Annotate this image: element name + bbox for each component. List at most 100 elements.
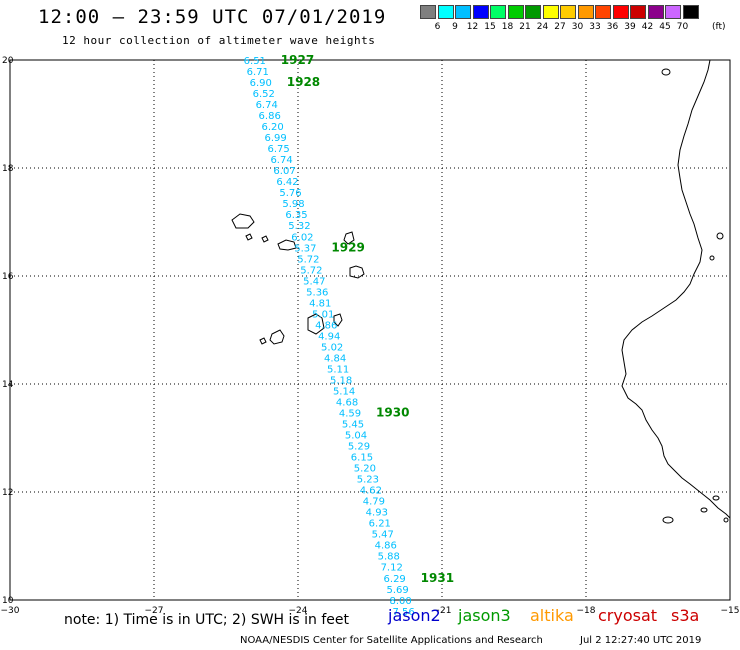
legend-level-label: 30	[571, 22, 584, 32]
legend-level-label: 27	[554, 22, 566, 32]
swh-value: 6.29	[384, 574, 406, 585]
swh-value: 4.59	[339, 409, 361, 420]
legend-level-label: 42	[641, 22, 654, 32]
swh-value: 5.76	[279, 188, 301, 199]
swh-value: 8.00	[389, 596, 411, 607]
legend-level-label: 39	[624, 22, 636, 32]
legend-swatch	[542, 5, 559, 19]
legend-swatch	[455, 5, 471, 19]
pass-time-label: 1931	[421, 571, 454, 585]
swh-value: 6.90	[250, 78, 272, 89]
map-frame	[9, 59, 731, 601]
swh-value: 6.71	[247, 67, 269, 78]
legend-swatch	[490, 5, 506, 19]
swh-value: 4.86	[375, 541, 397, 552]
satellite-s3a: s3a	[671, 606, 700, 625]
cape-verde-island	[307, 313, 325, 335]
coastal-island	[723, 517, 729, 523]
longitude-tick-label: −18	[577, 606, 596, 616]
legend-level-label: 70	[676, 22, 689, 32]
swh-value: 5.20	[354, 464, 376, 475]
swh-value: 5.37	[294, 243, 316, 254]
swh-value: 6.21	[369, 519, 391, 530]
legend-swatch	[560, 5, 576, 19]
map-title: 12:00 – 23:59 UTC 07/01/2019	[38, 6, 387, 28]
legend-level-label: 45	[659, 22, 671, 32]
swh-value: 5.47	[303, 276, 325, 287]
swh-value: 6.51	[244, 56, 266, 67]
swh-value: 5.04	[345, 431, 367, 442]
pass-time-label: 1927	[281, 53, 314, 67]
legend-swatch	[507, 5, 524, 19]
coastal-island	[716, 232, 724, 240]
swh-value: 5.88	[378, 552, 400, 563]
legend-swatch	[647, 5, 664, 19]
swh-value: 6.35	[285, 210, 307, 221]
legend-level-label: 18	[501, 22, 514, 32]
swh-value: 5.47	[372, 530, 394, 541]
satellite-jason3: jason3	[458, 606, 511, 625]
swh-value: 7.56	[392, 607, 414, 618]
swh-value: 5.72	[300, 265, 322, 276]
swh-value: 5.98	[282, 199, 304, 210]
swh-value: 5.11	[327, 364, 349, 375]
latitude-tick-label: 12	[2, 488, 13, 498]
swh-value: 4.84	[324, 353, 346, 364]
latitude-tick-label: 10	[2, 596, 14, 606]
legend-swatch	[595, 5, 611, 19]
cape-verde-island	[269, 329, 285, 345]
latitude-tick-label: 18	[2, 164, 14, 174]
wave-height-legend: (ft) 6 9 12 15 18 21 24 27 30 33 36 39 42 45 70	[420, 5, 729, 35]
swh-value: 6.86	[259, 111, 281, 122]
swh-value: 5.14	[333, 386, 355, 397]
pass-time-label: 1928	[287, 75, 320, 89]
cape-verde-island	[349, 265, 365, 279]
longitude-tick-label: −21	[433, 606, 452, 616]
swh-value: 7.12	[381, 563, 403, 574]
swh-value: 5.45	[342, 420, 364, 431]
swh-value: 5.02	[321, 342, 343, 353]
satellite-cryosat: cryosat	[598, 606, 658, 625]
swh-value: 6.74	[270, 155, 292, 166]
swh-value: 5.23	[357, 475, 379, 486]
generated-timestamp: Jul 2 12:27:40 UTC 2019	[580, 635, 702, 646]
longitude-tick-label: −24	[289, 606, 308, 616]
legend-unit: (ft)	[712, 22, 726, 32]
longitude-tick-label: −30	[1, 606, 20, 616]
units-note: note: 1) Time is in UTC; 2) SWH is in fe…	[64, 612, 350, 628]
pass-time-label: 1930	[376, 406, 409, 420]
swh-value: 6.15	[351, 453, 373, 464]
swh-value: 4.93	[366, 508, 388, 519]
coastal-island	[712, 495, 720, 501]
cape-verde-island	[343, 231, 355, 245]
credit-line: NOAA/NESDIS Center for Satellite Applica…	[240, 635, 543, 646]
swh-value: 5.18	[330, 375, 352, 386]
cape-verde-island	[231, 213, 255, 229]
legend-level-label: 9	[452, 22, 458, 32]
swh-value: 5.69	[387, 585, 409, 596]
legend-swatch	[665, 5, 681, 19]
latitude-tick-label: 20	[2, 56, 14, 66]
swh-value: 4.62	[360, 486, 382, 497]
legend-swatch	[630, 5, 646, 19]
swh-value: 4.81	[309, 298, 331, 309]
legend-swatch	[682, 5, 699, 19]
swh-value: 5.29	[348, 442, 370, 453]
swh-value: 6.52	[253, 89, 275, 100]
latitude-tick-label: 16	[2, 272, 14, 282]
legend-level-label: 36	[606, 22, 619, 32]
legend-level-label: 33	[589, 22, 601, 32]
cape-verde-island	[333, 313, 343, 327]
legend-swatch	[577, 5, 594, 19]
legend-swatch	[612, 5, 629, 19]
coastal-island	[709, 255, 715, 261]
latitude-tick-label: 14	[2, 380, 14, 390]
cape-verde-island	[259, 337, 267, 345]
legend-swatch	[525, 5, 541, 19]
legend-level-label: 12	[466, 22, 479, 32]
swh-value: 6.02	[291, 232, 313, 243]
pass-time-label: 1929	[331, 240, 364, 254]
swh-value: 5.72	[297, 254, 319, 265]
satellite-altika: altika	[530, 606, 574, 625]
